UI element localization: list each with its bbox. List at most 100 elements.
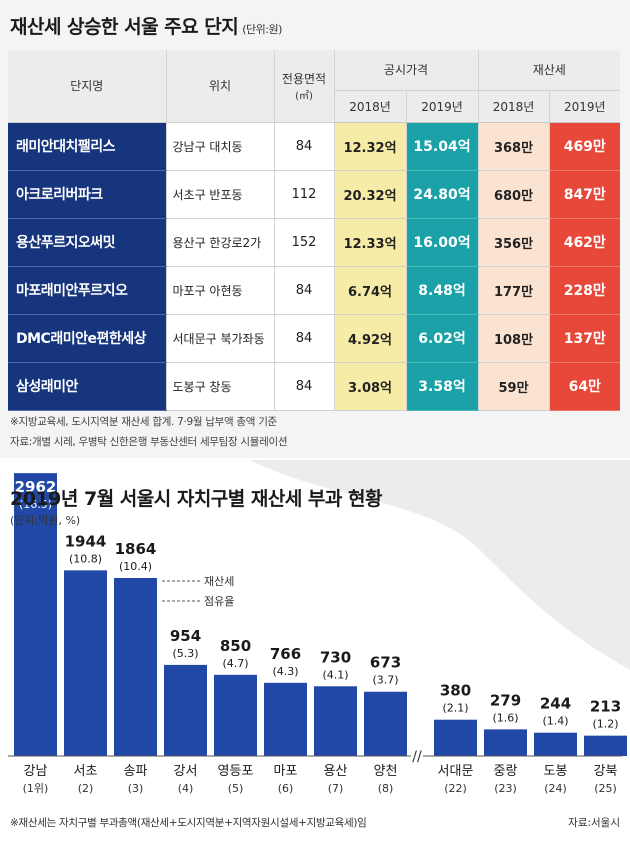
bar (314, 686, 357, 756)
row-price-2019: 3.58억 (406, 362, 479, 411)
x-tick-label: 영등포 (218, 764, 254, 779)
x-rank-label: (25) (594, 782, 617, 795)
bar-value-label: 244 (540, 695, 571, 713)
col-header-location: 위치 (166, 50, 275, 123)
row-price-2018: 6.74억 (334, 266, 407, 315)
x-rank-label: (2) (78, 782, 94, 795)
row-location: 강남구 대치동 (166, 122, 275, 171)
row-tax-2018: 177만 (478, 266, 550, 315)
bar (14, 473, 57, 756)
bar-chart: 2962 (16.5) 강남 (1위) 1944 (10.8) 서초 (2) 1864 (10.4… (8, 460, 630, 795)
x-rank-label: (3) (128, 782, 144, 795)
x-rank-label: (6) (278, 782, 294, 795)
apartment-tax-table: 단지명 위치 전용면적 (㎡) 공시가격 재산세 2018년 2019년 2018… (8, 50, 621, 411)
bar (484, 729, 527, 756)
bar-share-label: (4.1) (322, 668, 348, 681)
row-tax-2019: 469만 (549, 122, 621, 171)
table-source: 자료:개별 시레, 우병탁 신한은행 부동산센터 세무팀장 시뮬레이션 (10, 436, 288, 448)
row-tax-2019: 64만 (549, 362, 621, 411)
row-price-2018: 20.32억 (334, 170, 407, 219)
col-header-area: 전용면적 (㎡) (274, 50, 335, 123)
bar (64, 570, 107, 756)
table-section: 재산세 상승한 서울 주요 단지 (단위:원) 단지명 위치 전용면적 (㎡) 공시… (0, 0, 630, 458)
x-rank-label: (4) (178, 782, 194, 795)
x-rank-label: (22) (444, 782, 467, 795)
background-swoosh (250, 460, 630, 670)
col-header-tax-2018: 2018년 (478, 90, 550, 123)
row-area: 112 (274, 170, 335, 219)
row-price-2019: 24.80억 (406, 170, 479, 219)
bar-value-label: 380 (440, 682, 471, 700)
table-unit: (단위:원) (242, 23, 282, 36)
x-tick-label: 강서 (174, 764, 198, 779)
bar-share-label: (1.6) (492, 711, 518, 724)
row-tax-2018: 356만 (478, 218, 550, 267)
x-tick-label: 서대문 (438, 764, 474, 779)
row-price-2019: 15.04억 (406, 122, 479, 171)
row-tax-2019: 462만 (549, 218, 621, 267)
row-tax-2019: 228만 (549, 266, 621, 315)
bar-value-label: 279 (490, 691, 521, 709)
bar (264, 682, 307, 756)
bar (534, 732, 577, 756)
x-tick-label: 마포 (274, 764, 298, 779)
bar-share-label: (10.8) (69, 552, 102, 565)
table-row: 삼성래미안 도봉구 창동 84 3.08억 3.58억 59만 64만 (8, 362, 621, 411)
x-rank-label: (7) (328, 782, 344, 795)
bar-value-label: 673 (370, 654, 401, 672)
chart-title: 2019년 7월 서울시 자치구별 재산세 부과 현황 (10, 488, 382, 510)
row-area: 84 (274, 362, 335, 411)
row-location: 도봉구 창동 (166, 362, 275, 411)
table-row: 아크로리버파크 서초구 반포동 112 20.32억 24.80억 680만 8… (8, 170, 621, 219)
bar-share-label: (16.5) (19, 498, 52, 511)
legend-label-tax: 재산세 (204, 575, 234, 588)
axis-break-gap (411, 750, 423, 762)
bar-share-label: (1.4) (542, 715, 568, 728)
row-name: 용산푸르지오써밋 (8, 218, 167, 267)
table-notes: ※지방교육세, 도시지역분 재산세 합계. 7·9월 납부액 총액 기준 자료:… (10, 412, 288, 452)
row-price-2019: 16.00억 (406, 218, 479, 267)
x-rank-label: (5) (228, 782, 244, 795)
bar-share-label: (2.1) (442, 702, 468, 715)
row-tax-2019: 137만 (549, 314, 621, 363)
row-tax-2018: 108만 (478, 314, 550, 363)
chart-footnote: ※재산세는 자치구별 부과총액(재산세+도시지역분+지역자원시설세+지방교육세)… (10, 817, 367, 829)
x-tick-label: 강북 (594, 764, 618, 779)
row-area: 84 (274, 122, 335, 171)
bar (214, 674, 257, 756)
col-header-tax: 재산세 (478, 50, 621, 91)
bar-value-label: 1944 (65, 532, 107, 550)
bar-share-label: (5.3) (172, 647, 198, 660)
bar-share-label: (1.2) (592, 718, 618, 731)
table-row: DMC래미안e편한세상 서대문구 북가좌동 84 4.92억 6.02억 108… (8, 314, 621, 363)
row-price-2018: 12.33억 (334, 218, 407, 267)
bar-share-label: (4.3) (272, 665, 298, 678)
row-name: 마포래미안푸르지오 (8, 266, 167, 315)
row-price-2018: 3.08억 (334, 362, 407, 411)
row-price-2019: 8.48억 (406, 266, 479, 315)
x-rank-label: (1위) (23, 782, 49, 795)
bar (584, 735, 627, 756)
row-tax-2018: 59만 (478, 362, 550, 411)
x-tick-label: 양천 (374, 764, 398, 779)
col-header-name: 단지명 (8, 50, 167, 123)
x-rank-label: (23) (494, 782, 517, 795)
x-tick-label: 강남 (24, 764, 48, 779)
row-name: 삼성래미안 (8, 362, 167, 411)
bar (434, 719, 477, 756)
col-header-tax-2019: 2019년 (549, 90, 621, 123)
chart-unit: (단위:억원, %) (10, 514, 81, 527)
x-rank-label: (8) (378, 782, 394, 795)
x-tick-label: 중랑 (494, 764, 518, 779)
bar (164, 664, 207, 756)
bar-share-label: (3.7) (372, 674, 398, 687)
table-row: 마포래미안푸르지오 마포구 아현동 84 6.74억 8.48억 177만 22… (8, 266, 621, 315)
row-name: 래미안대치팰리스 (8, 122, 167, 171)
row-location: 서대문구 북가좌동 (166, 314, 275, 363)
col-header-price: 공시가격 (334, 50, 479, 91)
row-name: 아크로리버파크 (8, 170, 167, 219)
table-row: 용산푸르지오써밋 용산구 한강로2가 152 12.33억 16.00억 356… (8, 218, 621, 267)
row-tax-2018: 368만 (478, 122, 550, 171)
row-area: 84 (274, 266, 335, 315)
